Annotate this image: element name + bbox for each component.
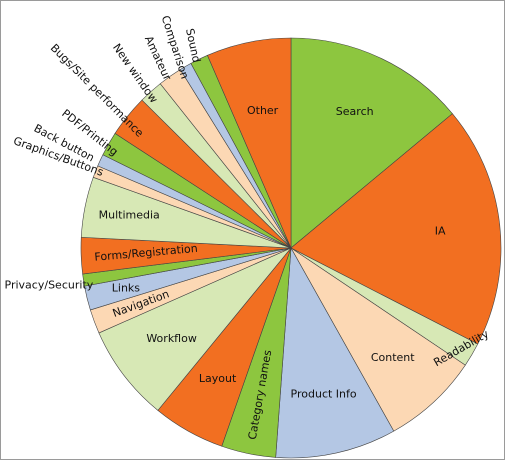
slice-label-layout: Layout (199, 372, 237, 385)
slice-label-content: Content (371, 351, 415, 364)
slice-label-multimedia: Multimedia (99, 209, 160, 222)
slice-product-info (275, 246, 395, 459)
slice-label-privacy-security: Privacy/Security (5, 278, 94, 291)
slice-label-ia: IA (435, 225, 446, 238)
pie-slices (80, 37, 502, 459)
slice-workflow (98, 247, 292, 411)
slice-content (290, 247, 466, 432)
slice-ia (290, 113, 502, 345)
slice-label-search: Search (336, 105, 374, 118)
slice-label-other: Other (247, 104, 279, 117)
slice-other (207, 37, 292, 249)
slice-label-product-info: Product Info (291, 387, 357, 400)
slice-label-workflow: Workflow (146, 332, 197, 345)
slice-search (290, 37, 453, 249)
slice-label-links: Links (112, 282, 141, 295)
